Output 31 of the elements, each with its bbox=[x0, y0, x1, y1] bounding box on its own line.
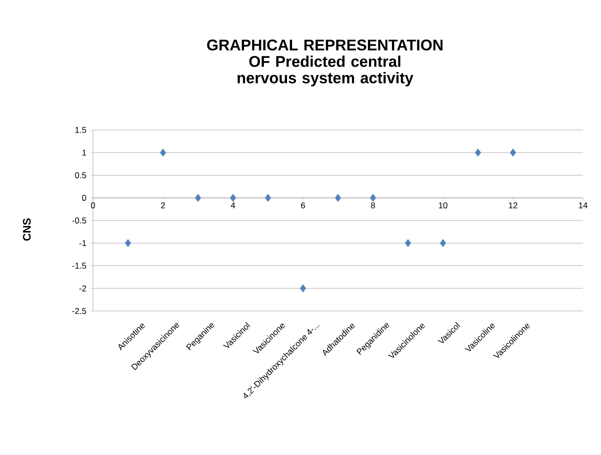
x-tick-label: 6 bbox=[301, 202, 305, 208]
x-tick-label: 0 bbox=[90, 202, 96, 208]
y-tick-label: 1 bbox=[82, 150, 86, 156]
point bbox=[124, 239, 132, 248]
x-tick-label: 10 bbox=[438, 202, 448, 208]
x-tick-label: 4 bbox=[230, 202, 236, 208]
x-tick-label: 14 bbox=[578, 202, 588, 208]
point bbox=[404, 239, 412, 248]
y-tick-label: -2 bbox=[79, 285, 86, 292]
x-tick-label: 2 bbox=[161, 202, 165, 208]
x-tick-label: 8 bbox=[371, 202, 375, 208]
point bbox=[264, 194, 272, 202]
point bbox=[194, 194, 202, 202]
y-tick-label: -1 bbox=[79, 240, 86, 246]
point bbox=[370, 194, 376, 202]
point bbox=[474, 148, 482, 157]
point bbox=[440, 239, 446, 248]
point bbox=[510, 148, 516, 157]
y-tick-label: 0.5 bbox=[75, 172, 86, 178]
y-axis-title: CNS bbox=[22, 218, 31, 241]
x-tick-label: 12 bbox=[508, 202, 518, 208]
point bbox=[230, 194, 236, 202]
y-tick-label: -2.5 bbox=[72, 308, 86, 314]
chart-title: GRAPHICAL REPRESENTATION OF Predicted central nervous system activity bbox=[207, 40, 442, 86]
y-tick-label: 1.5 bbox=[75, 127, 86, 133]
y-tick-label: 0 bbox=[82, 194, 86, 201]
y-tick-label: -1.5 bbox=[72, 262, 86, 269]
y-tick-label: -0.5 bbox=[72, 217, 86, 224]
point bbox=[300, 284, 306, 292]
point bbox=[160, 148, 166, 157]
point bbox=[334, 194, 342, 202]
